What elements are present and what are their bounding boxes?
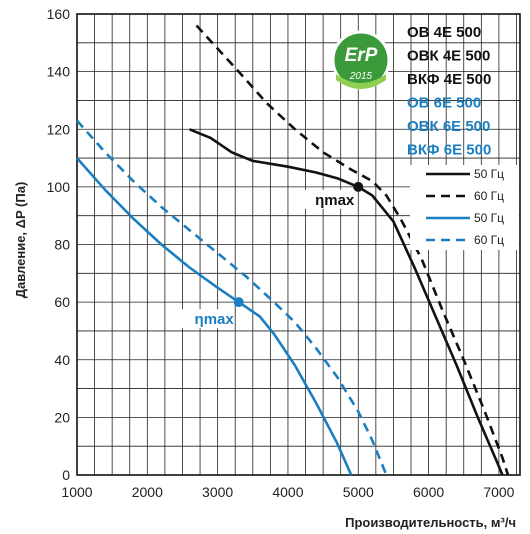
legend-background	[410, 165, 519, 250]
axes	[76, 13, 521, 476]
y-tick-label: 20	[54, 409, 70, 425]
erp-badge-swoosh	[336, 74, 386, 89]
y-tick-label: 120	[47, 121, 71, 137]
series-line-2	[195, 24, 510, 476]
model-label: ВКФ 6Е 500	[407, 142, 491, 159]
model-label: ОВ 6Е 500	[407, 95, 481, 112]
x-tick-label: 3000	[202, 484, 233, 500]
legend-label: 50 Гц	[474, 167, 504, 181]
legend-label: 60 Гц	[474, 189, 504, 203]
legend: 50 Гц 60 Гц 50 Гц 60 Гц	[410, 165, 519, 250]
x-tick-label: 4000	[272, 484, 303, 500]
y-tick-label: 80	[54, 237, 70, 253]
x-tick-label: 2000	[132, 484, 163, 500]
eta-max-label: ηmax	[195, 311, 235, 328]
y-tick-label: 100	[47, 179, 71, 195]
x-tick-label: 6000	[413, 484, 444, 500]
y-tick-label: 60	[54, 294, 70, 310]
eta-max-point	[353, 181, 364, 192]
series-line-1	[189, 128, 504, 476]
tick-labels: 1000 2000 3000 4000 5000 6000 7000 0 20 40 60 80 100…	[47, 6, 515, 500]
model-label: ОВК 4Е 500	[407, 48, 490, 65]
x-tick-label: 7000	[483, 484, 514, 500]
x-tick-label: 1000	[61, 484, 92, 500]
y-axis-title: Давление, ΔP (Па)	[13, 182, 28, 299]
series-layer	[76, 24, 510, 476]
eta-max-point	[233, 297, 244, 308]
erp-badge: ErP 2015	[331, 30, 391, 90]
x-tick-label: 5000	[343, 484, 374, 500]
x-axis-title: Производительность, м³/ч	[345, 515, 516, 530]
y-tick-label: 160	[47, 6, 71, 22]
model-list: ОВ 4Е 500 ОВК 4Е 500 ВКФ 4Е 500 ОВ 6Е 500 ОВ…	[407, 24, 491, 159]
plot-frame	[76, 13, 521, 476]
erp-badge-year: 2015	[349, 71, 373, 82]
legend-label: 50 Гц	[474, 211, 504, 225]
eta-max-label-bg	[179, 309, 234, 329]
eta-max-label: ηmax	[315, 192, 355, 209]
y-tick-label: 0	[62, 467, 70, 483]
model-label: ОВ 4Е 500	[407, 24, 481, 41]
model-label: ВКФ 4Е 500	[407, 71, 491, 88]
erp-badge-title: ErP	[345, 45, 378, 66]
y-tick-label: 40	[54, 352, 70, 368]
annotations: ηmax ηmax	[179, 181, 364, 329]
eta-max-label-bg	[300, 189, 355, 209]
legend-label: 60 Гц	[474, 233, 504, 247]
model-label: ОВК 6Е 500	[407, 118, 490, 135]
y-tick-label: 140	[47, 64, 71, 80]
